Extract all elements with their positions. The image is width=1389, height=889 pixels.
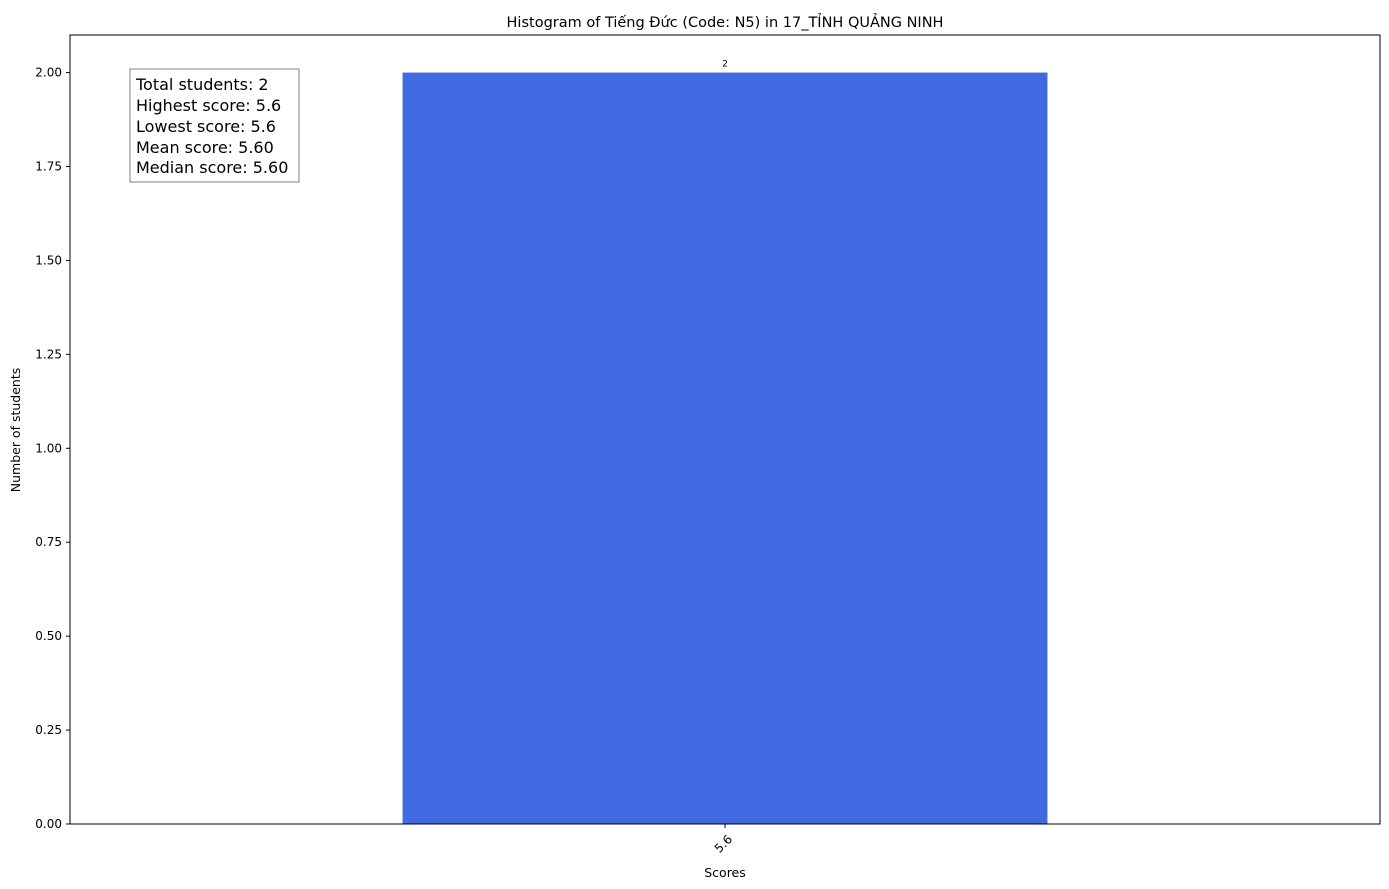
y-tick-label: 1.50: [35, 253, 62, 267]
plot-frame: [69, 34, 1381, 825]
stats-lowest-score: Lowest score: 5.6: [136, 117, 276, 136]
y-tick-label: 0.25: [35, 723, 62, 737]
x-axis-label: Scores: [704, 865, 746, 880]
chart-title: Histogram of Tiếng Đức (Code: N5) in 17_…: [507, 13, 944, 31]
x-tick-label: 5.6: [712, 832, 735, 855]
y-tick-label: 0.75: [35, 535, 62, 549]
y-tick-label: 1.25: [35, 347, 62, 361]
bar: [402, 72, 1048, 825]
bars-group: 2: [402, 60, 1048, 825]
y-tick-label: 0.00: [35, 817, 62, 831]
y-axis-ticks: 0.00 0.25 0.50 0.75 1.00 1.25 1.50 1.75 2.00: [35, 66, 70, 831]
stats-median-score: Median score: 5.60: [136, 158, 288, 177]
y-tick-label: 1.00: [35, 441, 62, 455]
y-tick-label: 0.50: [35, 629, 62, 643]
y-tick-label: 2.00: [35, 66, 62, 80]
x-axis-ticks: 5.6: [712, 824, 735, 856]
bar-data-label: 2: [722, 60, 728, 70]
stats-box-frame: [129, 68, 300, 183]
stats-highest-score: Highest score: 5.6: [136, 96, 281, 115]
stats-box: Total students: 2 Highest score: 5.6 Low…: [129, 68, 300, 183]
y-axis-label: Number of students: [8, 368, 23, 493]
stats-mean-score: Mean score: 5.60: [136, 138, 274, 157]
y-tick-label: 1.75: [35, 160, 62, 174]
stats-total-students: Total students: 2: [135, 75, 269, 94]
